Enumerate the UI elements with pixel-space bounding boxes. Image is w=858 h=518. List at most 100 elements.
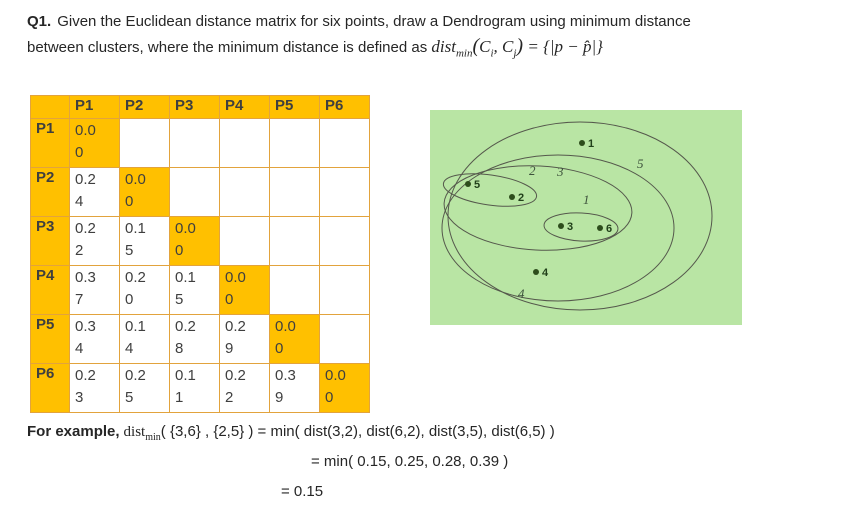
matrix-row-p6: P6 0.23 0.25 0.11 0.22 0.39 0.00: [30, 363, 370, 413]
cell-p3-p1: 0.22: [69, 216, 120, 266]
cluster-figure: 1 2 3 4 5 5 2 1 3 6 4: [430, 110, 742, 325]
cell-empty: [269, 167, 320, 217]
formula-arg2-sub: j: [513, 47, 517, 60]
distance-value: 0.28: [175, 318, 196, 357]
distance-value: 0.00: [325, 367, 346, 406]
cell-p1-p1: 0.00: [69, 118, 120, 168]
cell-p6-p6: 0.00: [319, 363, 370, 413]
cell-empty: [219, 118, 270, 168]
distance-value: 0.25: [125, 367, 146, 406]
point-3: [558, 223, 564, 229]
example-line-2: = min( 0.15, 0.25, 0.28, 0.39 ): [311, 453, 509, 470]
distance-value: 0.34: [75, 318, 96, 357]
distance-value: 0.22: [225, 367, 246, 406]
col-header-p3: P3: [169, 95, 220, 119]
matrix-row-p3: P3 0.22 0.15 0.00: [30, 216, 370, 266]
cell-empty: [319, 265, 370, 315]
cell-p3-p3: 0.00: [169, 216, 220, 266]
row-header-p1: P1: [30, 118, 70, 168]
merge-order-label-5: 5: [637, 156, 644, 171]
distance-value: 0.24: [75, 171, 96, 210]
example-prefix: For example,: [27, 423, 120, 440]
col-header-p6: P6: [319, 95, 370, 119]
cell-p4-p4: 0.00: [219, 265, 270, 315]
cell-p6-p3: 0.11: [169, 363, 220, 413]
corner-cell: [30, 95, 70, 119]
col-header-p5: P5: [269, 95, 320, 119]
formula-arg1: C: [479, 37, 491, 56]
matrix-row-p5: P5 0.34 0.14 0.28 0.29 0.00: [30, 314, 370, 364]
cell-empty: [169, 118, 220, 168]
merge-order-label-4: 4: [518, 286, 525, 301]
cell-empty: [269, 265, 320, 315]
cell-empty: [319, 216, 370, 266]
cell-empty: [119, 118, 170, 168]
formula-arg2: C: [502, 37, 514, 56]
cluster-ellipse-3: [443, 165, 633, 251]
matrix-row-p2: P2 0.24 0.00: [30, 167, 370, 217]
cell-empty: [319, 118, 370, 168]
cell-p2-p1: 0.24: [69, 167, 120, 217]
distance-value: 0.14: [125, 318, 146, 357]
point-4: [533, 269, 539, 275]
example-func-sub: min: [145, 432, 161, 443]
cell-p5-p5: 0.00: [269, 314, 320, 364]
cell-empty: [219, 216, 270, 266]
example-line-3: = 0.15: [281, 483, 324, 500]
cell-p6-p5: 0.39: [269, 363, 320, 413]
merge-order-label-2: 2: [529, 163, 536, 178]
distance-value: 0.00: [75, 122, 96, 161]
cell-p3-p2: 0.15: [119, 216, 170, 266]
row-header-p5: P5: [30, 314, 70, 364]
distance-value: 0.15: [125, 220, 146, 259]
question-text: Q1. Given the Euclidean distance matrix f…: [27, 9, 839, 66]
distance-value: 0.39: [275, 367, 296, 406]
cell-p4-p3: 0.15: [169, 265, 220, 315]
row-header-p2: P2: [30, 167, 70, 217]
cell-p6-p2: 0.25: [119, 363, 170, 413]
distance-value: 0.22: [75, 220, 96, 259]
formula-rhs: = {|p − p̂|}: [523, 37, 603, 56]
cell-empty: [219, 167, 270, 217]
row-header-p6: P6: [30, 363, 70, 413]
cell-p6-p4: 0.22: [219, 363, 270, 413]
cell-p5-p3: 0.28: [169, 314, 220, 364]
point-label-1: 1: [588, 138, 594, 150]
matrix-row-p1: P1 0.00: [30, 118, 370, 168]
formula-paren-open: (: [472, 35, 480, 57]
distance-value: 0.29: [225, 318, 246, 357]
cell-empty: [319, 314, 370, 364]
merge-order-label-1: 1: [583, 192, 590, 207]
point-label-4: 4: [542, 267, 549, 279]
example-func: distmin: [124, 424, 161, 443]
distance-matrix: P1 P2 P3 P4 P5 P6 P1 0.00 P2 0.24 0.00 P3 0.22 0.15 0.…: [30, 95, 370, 413]
distance-value: 0.00: [175, 220, 196, 259]
distance-value: 0.15: [175, 269, 196, 308]
point-6: [597, 225, 603, 231]
cell-p6-p1: 0.23: [69, 363, 120, 413]
distance-value: 0.23: [75, 367, 96, 406]
cell-empty: [269, 216, 320, 266]
cell-empty: [319, 167, 370, 217]
matrix-row-p4: P4 0.37 0.20 0.15 0.00: [30, 265, 370, 315]
cell-p4-p2: 0.20: [119, 265, 170, 315]
example-body: ( {3,6} , {2,5} ) = min( dist(3,2), dist…: [160, 423, 555, 440]
formula-separator: ,: [493, 37, 503, 56]
merge-order-label-3: 3: [556, 164, 564, 179]
cell-p5-p1: 0.34: [69, 314, 120, 364]
matrix-header-row: P1 P2 P3 P4 P5 P6: [30, 95, 370, 119]
formula-arg1-sub: i: [490, 47, 494, 60]
cluster-ellipse-4: [441, 154, 675, 302]
distance-value: 0.00: [125, 171, 146, 210]
cell-p5-p4: 0.29: [219, 314, 270, 364]
distance-value: 0.00: [225, 269, 246, 308]
point-5: [465, 181, 471, 187]
cell-p5-p2: 0.14: [119, 314, 170, 364]
col-header-p4: P4: [219, 95, 270, 119]
point-2: [509, 194, 515, 200]
col-header-p1: P1: [69, 95, 120, 119]
distance-value: 0.11: [175, 367, 196, 406]
point-label-2: 2: [518, 192, 524, 204]
cluster-plot: 1 2 3 4 5 5 2 1 3 6 4: [430, 110, 742, 325]
